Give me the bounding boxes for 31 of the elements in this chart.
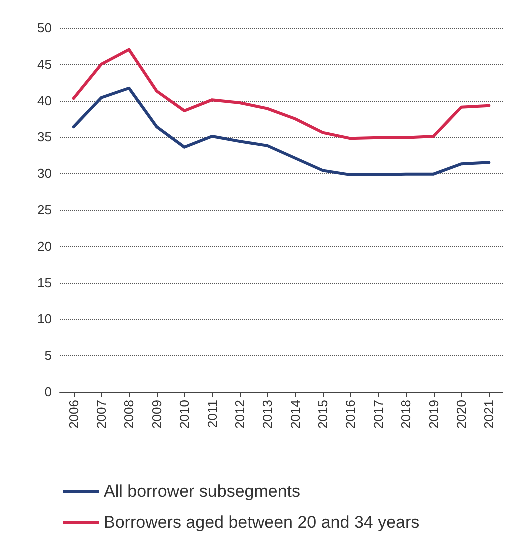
legend-label: All borrower subsegments xyxy=(104,482,301,501)
x-tick-label: 2021 xyxy=(482,400,497,429)
x-tick-label: 2007 xyxy=(94,400,110,429)
y-tick-label: 50 xyxy=(38,20,52,36)
x-tick-label: 2014 xyxy=(288,400,303,429)
x-tick-label: 2013 xyxy=(260,400,276,429)
x-tick-label: 2006 xyxy=(66,400,82,429)
x-tick-label: 2015 xyxy=(316,400,331,429)
x-tick-label: 2010 xyxy=(177,400,192,429)
legend-label: Borrowers aged between 20 and 34 years xyxy=(104,513,420,532)
y-tick-label: 5 xyxy=(44,348,52,364)
y-tick-label: 15 xyxy=(38,275,52,290)
y-tick-label: 40 xyxy=(38,93,52,108)
y-tick-label: 30 xyxy=(38,166,52,182)
y-tick-label: 45 xyxy=(38,56,52,72)
x-tick-label: 2019 xyxy=(426,400,442,429)
y-tick-label: 20 xyxy=(38,238,52,254)
x-tick-label: 2009 xyxy=(149,400,164,429)
x-tick-label: 2017 xyxy=(370,400,386,429)
x-tick-label: 2020 xyxy=(454,400,469,429)
y-tick-label: 10 xyxy=(38,312,52,327)
line-series xyxy=(72,48,491,140)
x-tick-label: 2012 xyxy=(232,400,248,429)
x-tick-label: 2011 xyxy=(204,400,220,428)
x-tick-label: 2018 xyxy=(398,400,414,429)
x-tick-label: 2008 xyxy=(122,400,137,429)
y-tick-label: 25 xyxy=(38,202,52,218)
x-tick-label: 2016 xyxy=(343,400,358,429)
y-tick-label: 0 xyxy=(44,384,52,400)
line-series xyxy=(72,86,491,177)
y-tick-label: 35 xyxy=(38,130,52,145)
